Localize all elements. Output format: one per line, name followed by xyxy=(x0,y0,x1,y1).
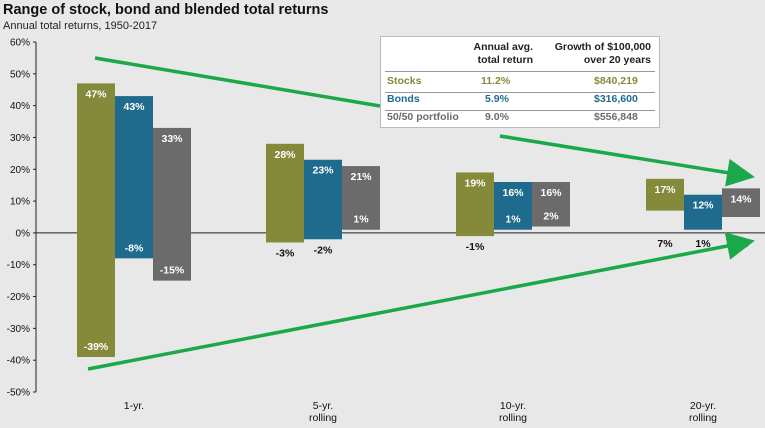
data-label-min: -8% xyxy=(125,242,144,254)
legend-header-growth: Growth of $100,000 over 20 years xyxy=(554,41,651,66)
legend-bonds-growth: $316,600 xyxy=(594,93,638,105)
data-label-max: 43% xyxy=(123,101,145,113)
chart-title: Range of stock, bond and blended total r… xyxy=(3,2,329,18)
x-tick-label: 20-yr. rolling xyxy=(689,400,717,424)
legend-stocks-label: Stocks xyxy=(387,75,422,87)
y-tick-label: 20% xyxy=(10,165,30,176)
y-tick-label: 50% xyxy=(10,69,30,80)
data-label-max: 16% xyxy=(502,187,524,199)
y-tick-label: -20% xyxy=(7,292,30,303)
convergence-arrow-top-a xyxy=(94,56,381,108)
bar-stocks-4 xyxy=(646,178,684,211)
x-tick-label: 1-yr. xyxy=(124,400,144,412)
legend-row-stocks: Stocks 11.2% $840,219 xyxy=(381,73,659,91)
y-tick-label: 40% xyxy=(10,101,30,112)
y-tick-label: -50% xyxy=(7,388,30,399)
legend-header-avg-return: Annual avg. total return xyxy=(473,41,533,66)
data-label-max: 23% xyxy=(312,165,334,177)
x-tick-label: 10-yr. rolling xyxy=(499,400,527,424)
data-label-max: 28% xyxy=(274,149,296,161)
y-tick-label: 60% xyxy=(10,38,30,49)
legend-bonds-avg: 5.9% xyxy=(485,93,509,105)
y-tick-label: -30% xyxy=(7,324,30,335)
data-label-min: 1% xyxy=(505,214,521,226)
y-tick-label: -10% xyxy=(7,260,30,271)
data-label-min: 2% xyxy=(543,211,559,223)
legend-stocks-avg: 11.2% xyxy=(481,75,511,87)
bar-bonds-4 xyxy=(684,194,722,230)
data-label-max: 19% xyxy=(464,177,486,189)
bar-stocks-3 xyxy=(456,172,494,237)
bar-bonds-2 xyxy=(304,159,342,240)
legend-divider xyxy=(385,110,655,111)
data-label-max: 16% xyxy=(540,187,562,199)
data-label-min: -1% xyxy=(466,241,485,253)
legend-divider xyxy=(385,71,655,72)
legend-bonds-label: Bonds xyxy=(387,93,420,105)
bar-blend-4 xyxy=(722,188,760,217)
bar-stocks-1 xyxy=(77,83,115,357)
legend-divider xyxy=(385,92,655,93)
x-tick-label: 5-yr. rolling xyxy=(309,400,337,424)
convergence-arrow-bottom xyxy=(87,232,755,371)
legend-blend-label: 50/50 portfolio xyxy=(387,111,459,123)
data-label-max: 12% xyxy=(692,200,714,212)
data-label-min: -39% xyxy=(84,341,109,353)
legend-stocks-growth: $840,219 xyxy=(594,75,638,87)
y-tick-label: -40% xyxy=(7,356,30,367)
data-label-max: 33% xyxy=(161,133,183,145)
data-label-min: -2% xyxy=(314,244,333,256)
legend-row-blend: 50/50 portfolio 9.0% $556,848 xyxy=(381,109,659,127)
bar-blend-1 xyxy=(153,127,191,281)
bar-bonds-3 xyxy=(494,182,532,230)
legend-blend-avg: 9.0% xyxy=(485,111,509,123)
bar-blend-2 xyxy=(342,166,380,230)
data-label-min: -15% xyxy=(160,265,185,277)
data-label-min: 7% xyxy=(657,238,673,250)
bar-blend-3 xyxy=(532,182,570,227)
legend-table: Annual avg. total return Growth of $100,… xyxy=(380,36,660,128)
bar-stocks-2 xyxy=(266,143,304,243)
convergence-arrow-top-b xyxy=(499,134,755,187)
data-label-min: -3% xyxy=(276,247,295,259)
data-label-min: 1% xyxy=(353,214,369,226)
y-tick-label: 30% xyxy=(10,133,30,144)
data-label-min: 1% xyxy=(695,238,711,250)
chart-subtitle: Annual total returns, 1950-2017 xyxy=(3,20,158,32)
data-label-max: 21% xyxy=(350,171,372,183)
y-tick-label: 10% xyxy=(10,197,30,208)
legend-blend-growth: $556,848 xyxy=(594,111,638,123)
data-label-max: 17% xyxy=(654,184,676,196)
bar-bonds-1 xyxy=(115,96,153,259)
data-label-max: 14% xyxy=(730,193,752,205)
y-tick-label: 0% xyxy=(16,228,31,239)
legend-row-bonds: Bonds 5.9% $316,600 xyxy=(381,91,659,109)
data-label-max: 47% xyxy=(85,88,107,100)
